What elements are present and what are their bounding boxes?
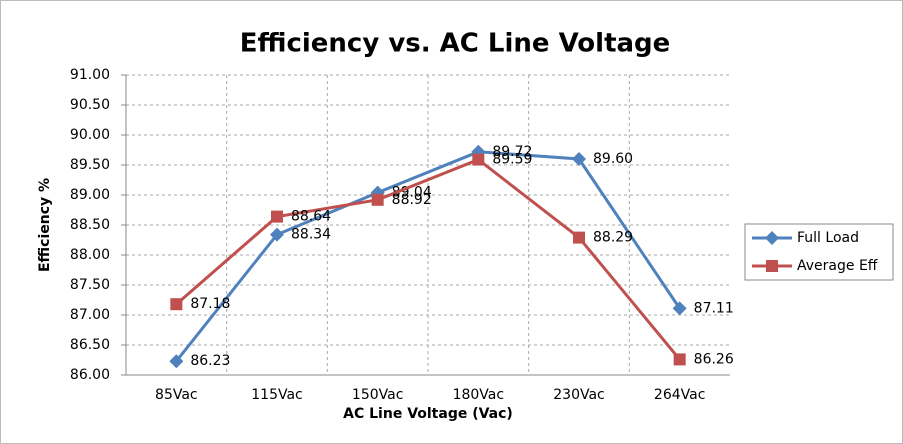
legend-marker (765, 231, 779, 245)
data-label: 87.11 (694, 300, 734, 316)
data-label: 86.23 (190, 353, 230, 369)
x-tick-label: 264Vac (654, 387, 706, 403)
y-tick-label: 88.50 (70, 217, 110, 233)
y-tick-label: 89.00 (70, 187, 110, 203)
x-tick-label: 230Vac (553, 387, 605, 403)
point (270, 227, 284, 242)
y-tick-label: 90.00 (70, 127, 110, 143)
point (170, 298, 183, 311)
point (169, 354, 184, 369)
series-line (175, 157, 681, 361)
data-label: 88.64 (291, 209, 331, 225)
chart-title: Efficiency vs. AC Line Voltage (240, 29, 671, 59)
data-label: 89.60 (593, 151, 633, 167)
y-tick-label: 86.50 (70, 337, 110, 353)
data-label: 86.26 (694, 351, 734, 367)
data-label: 88.29 (593, 230, 633, 246)
data-label: 89.72 (492, 144, 532, 160)
point (672, 301, 687, 316)
data-label: 88.34 (291, 227, 331, 243)
legend-label: Full Load (797, 230, 859, 246)
x-tick-label: 150Vac (352, 387, 404, 403)
y-tick-label: 86.00 (70, 367, 110, 383)
y-tick-label: 87.50 (70, 277, 110, 293)
legend-marker (766, 260, 778, 272)
point (271, 210, 283, 223)
legend-label: Average Eff (797, 258, 878, 274)
y-axis-label: Efficiency % (37, 178, 53, 272)
x-tick-label: 115Vac (251, 387, 303, 403)
point (371, 193, 384, 206)
x-tick-label: 180Vac (453, 387, 505, 403)
point (572, 152, 586, 166)
y-tick-label: 91.00 (70, 67, 110, 83)
y-tick-label: 89.50 (70, 157, 110, 173)
point (573, 231, 585, 244)
data-label: 87.18 (190, 296, 230, 312)
data-label: 88.92 (392, 192, 432, 208)
y-tick-label: 87.00 (70, 307, 110, 323)
point (673, 353, 686, 366)
x-tick-label: 85Vac (155, 387, 198, 403)
y-tick-label: 88.00 (70, 247, 110, 263)
series-line (175, 150, 681, 363)
x-axis-label: AC Line Voltage (Vac) (343, 406, 513, 422)
point (472, 153, 485, 166)
data-label: 89.59 (492, 152, 532, 168)
y-tick-label: 90.50 (70, 97, 110, 113)
